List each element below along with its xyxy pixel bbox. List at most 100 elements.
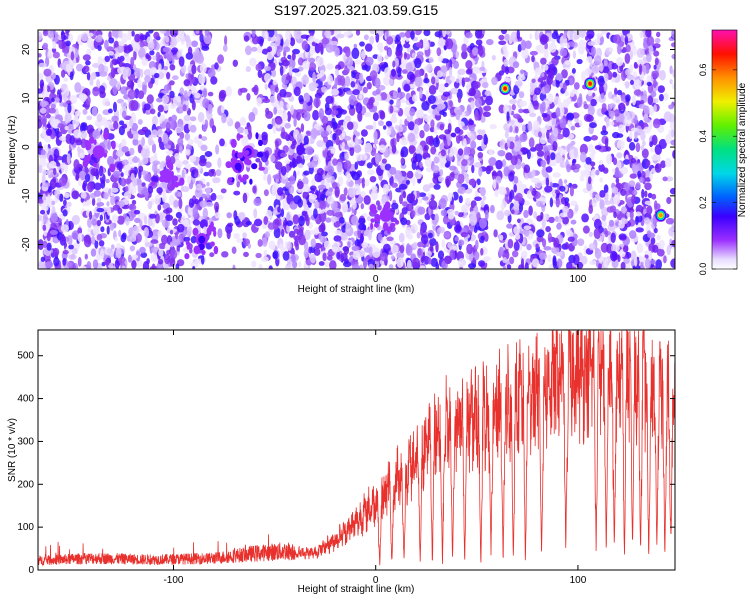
heatmap-cell [372, 120, 377, 132]
heatmap-cell [63, 192, 70, 199]
heatmap-hotspot [382, 211, 389, 220]
heatmap-cell [54, 31, 59, 43]
heatmap-cell [252, 185, 257, 194]
heatmap-cell [430, 146, 437, 155]
heatmap-cell [603, 228, 608, 235]
heatmap-cell [358, 94, 363, 100]
heatmap-cell [358, 223, 367, 231]
heatmap-cell [630, 157, 636, 164]
heatmap-cell [327, 165, 335, 176]
heatmap-cell [139, 246, 146, 254]
heatmap-cell [100, 248, 105, 260]
heatmap-cell [571, 159, 576, 166]
heatmap-cell [591, 197, 598, 208]
heatmap-cell [303, 155, 311, 161]
y-tick-label: 0 [21, 144, 32, 150]
heatmap-cell [668, 104, 674, 110]
heatmap-cell [656, 31, 661, 38]
heatmap-hotspot [236, 134, 244, 139]
heatmap-cell [471, 164, 475, 174]
heatmap-cell [341, 141, 346, 152]
snr-series-line [38, 330, 675, 567]
heatmap-cell [318, 261, 325, 266]
heatmap-cell [440, 209, 448, 217]
heatmap-cell [412, 242, 418, 249]
heatmap-cell [468, 263, 477, 269]
heatmap-cell [107, 139, 112, 151]
heatmap-cell [639, 31, 644, 39]
heatmap-cell [125, 54, 131, 63]
heatmap-cell [366, 101, 374, 110]
heatmap-cell [439, 110, 446, 115]
figure-title: S197.2025.321.03.59.G15 [274, 2, 438, 18]
heatmap-cell [177, 30, 185, 39]
heatmap-cell [172, 218, 178, 226]
heatmap-cell [391, 126, 395, 138]
heatmap-cell [483, 133, 488, 145]
heatmap-cell [400, 146, 409, 158]
heatmap-cell [308, 82, 317, 92]
heatmap-cell [61, 69, 66, 78]
heatmap-cell [368, 230, 372, 241]
heatmap-cell [609, 205, 617, 213]
heatmap-cell [608, 62, 612, 70]
heatmap-cell [130, 56, 135, 67]
heatmap-cell [69, 135, 75, 145]
heatmap-cell [422, 196, 429, 201]
heatmap-cell [423, 123, 430, 132]
heatmap-cell [445, 38, 454, 50]
heatmap-cell [243, 35, 250, 42]
heatmap-cell [91, 106, 98, 117]
heatmap-cell [309, 253, 316, 264]
heatmap-cell [96, 219, 102, 227]
heatmap-cell [166, 72, 171, 80]
heatmap-cell [132, 138, 139, 146]
heatmap-cell [46, 242, 52, 251]
heatmap-frame [37, 29, 676, 270]
heatmap-cell [628, 141, 636, 151]
heatmap-cell [410, 210, 416, 218]
heatmap-cell [569, 185, 575, 197]
heatmap-cell [587, 176, 592, 185]
heatmap-cell [482, 256, 491, 262]
heatmap-cell [279, 65, 284, 76]
heatmap-cell [108, 249, 114, 258]
heatmap-cell [458, 239, 465, 246]
heatmap-cell [628, 130, 633, 140]
heatmap-cell [474, 97, 482, 108]
heatmap-cell [618, 102, 626, 111]
heatmap-cell [214, 212, 221, 219]
heatmap-cell [396, 252, 402, 258]
heatmap-cell [645, 63, 650, 75]
heatmap-cell [465, 60, 473, 69]
heatmap-hotspot [192, 227, 199, 236]
heatmap-cell [141, 190, 145, 195]
heatmap-cell [181, 169, 185, 180]
y-tick-label: 0 [28, 565, 34, 576]
heatmap-cell [53, 256, 60, 267]
heatmap-cell [499, 234, 504, 241]
heatmap-cell [59, 193, 64, 202]
heatmap-cell [389, 166, 397, 175]
heatmap-cell [543, 214, 551, 221]
heatmap-cell [484, 209, 489, 221]
heatmap-cell [312, 109, 320, 121]
heatmap-cell [498, 40, 507, 46]
heatmap-cell [553, 237, 560, 248]
heatmap-cell [498, 246, 504, 257]
heatmap-hotspot [244, 149, 250, 156]
heatmap-cell [77, 256, 82, 267]
heatmap-cell [454, 174, 459, 180]
heatmap-cell [157, 204, 162, 211]
heatmap-cell [179, 87, 185, 95]
heatmap-cell [644, 182, 652, 191]
heatmap-cell [147, 217, 154, 227]
heatmap-cell [123, 45, 132, 54]
heatmap-cell [351, 245, 360, 252]
heatmap-cell [198, 158, 207, 167]
heatmap-hotspot [383, 222, 389, 231]
heatmap-cell [46, 85, 51, 93]
heatmap-cell [133, 133, 139, 140]
heatmap-cell [533, 211, 538, 219]
heatmap-cell [144, 215, 148, 225]
